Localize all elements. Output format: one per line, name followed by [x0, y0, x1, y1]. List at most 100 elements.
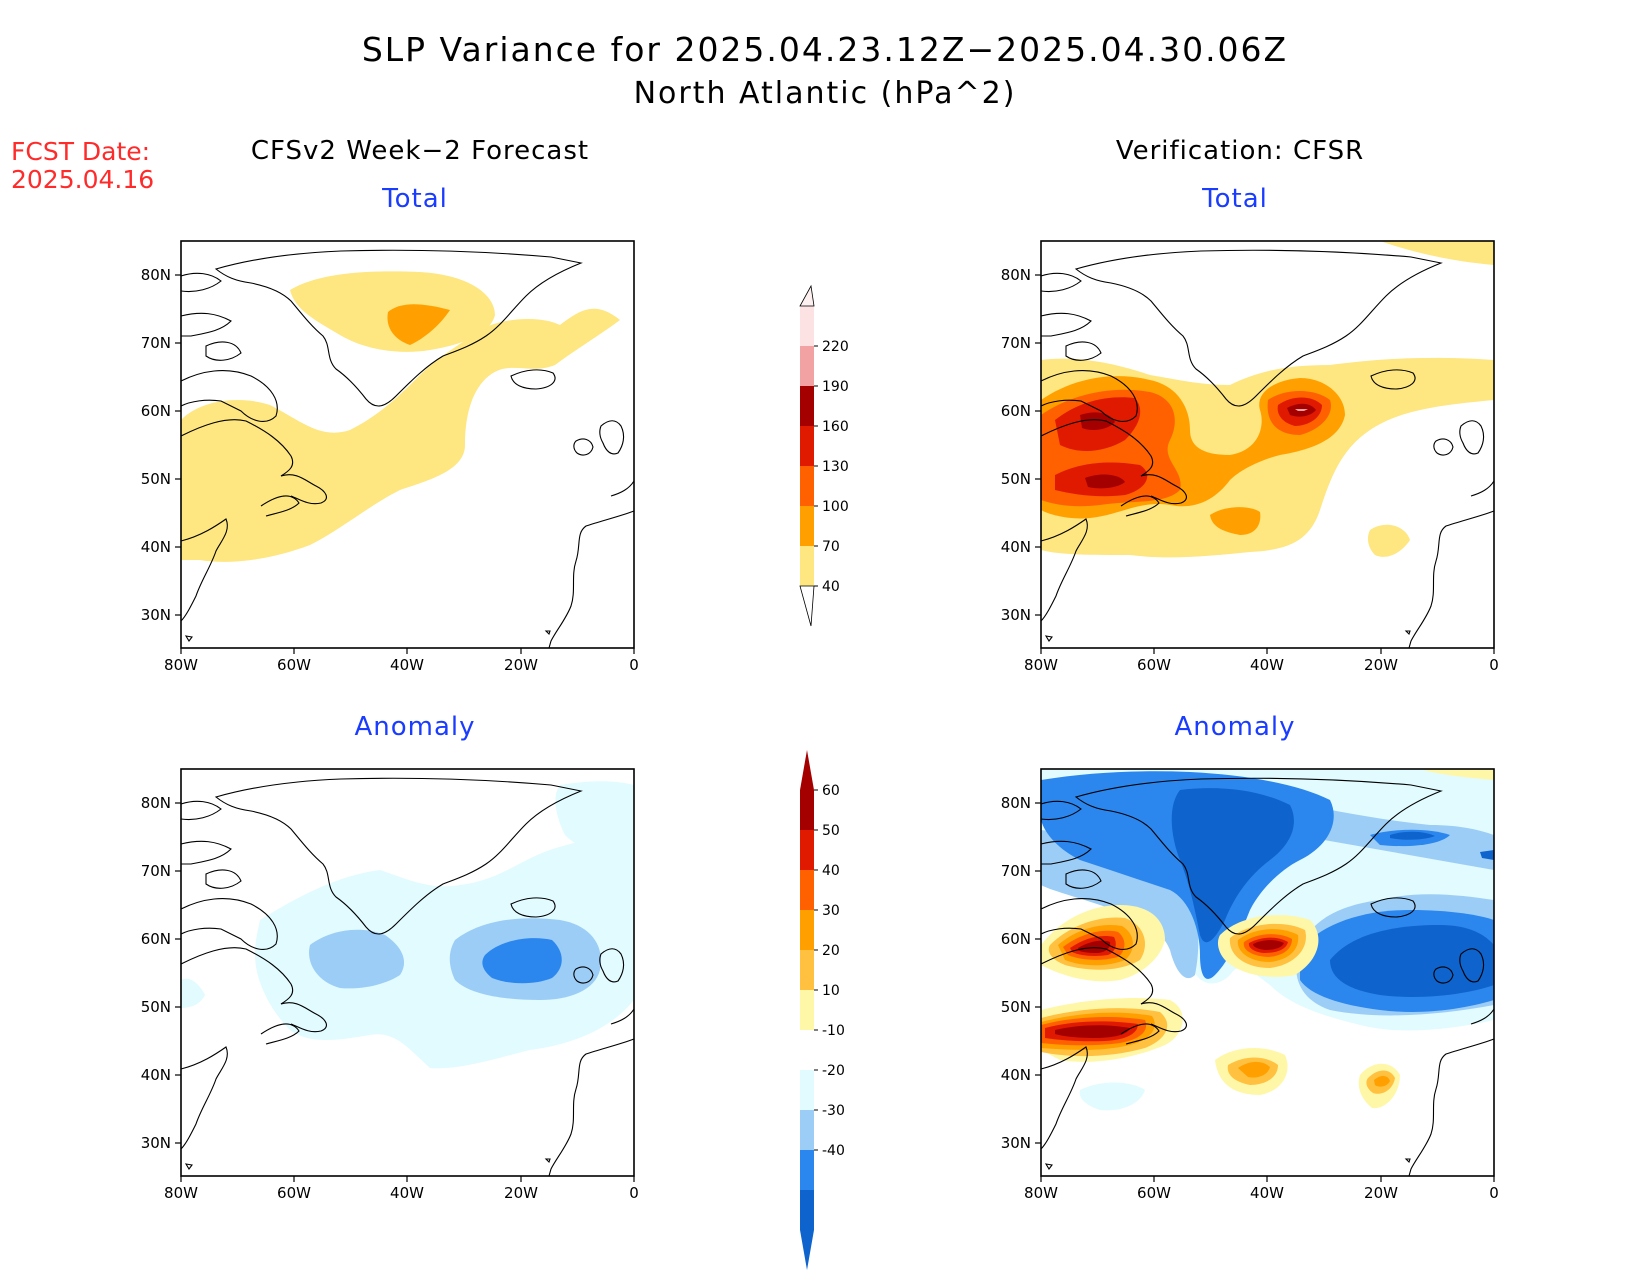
- column-title-forecast: CFSv2 Week−2 Forecast: [250, 136, 590, 166]
- colorbar-tick-label: 70: [822, 539, 840, 555]
- lon-tick-label: 0: [1489, 656, 1499, 674]
- colorbar-tick-label: 100: [822, 499, 849, 515]
- lat-tick-label: 30N: [1001, 606, 1031, 624]
- forecast-date-label: FCST Date:: [11, 137, 151, 166]
- lon-tick-label: 60W: [277, 1184, 311, 1202]
- forecast-date-value: 2025.04.16: [11, 165, 155, 194]
- colorbar-cell: [800, 1150, 814, 1190]
- colorbar-top-arrow: [799, 284, 815, 307]
- panel-title-bottom-left: Anomaly: [354, 712, 476, 742]
- lon-tick-label: 80W: [1024, 656, 1058, 674]
- lon-tick-label: 0: [1489, 1184, 1499, 1202]
- colorbar-bottom-arrow: [800, 1230, 814, 1270]
- lat-tick-label: 80N: [1001, 794, 1031, 812]
- colorbar-tick-label: 60: [822, 783, 840, 799]
- lat-tick-label: 70N: [1001, 334, 1031, 352]
- colorbar-tick-label: 40: [822, 579, 840, 595]
- colorbar-tick-label: 130: [822, 459, 849, 475]
- colorbar-cell: [800, 466, 814, 506]
- colorbar-tick-label: 220: [822, 339, 849, 355]
- colorbar-total: 40 70 100 130 160 190 220: [799, 284, 849, 627]
- lat-tick-label: 60N: [141, 930, 171, 948]
- lat-tick-label: 50N: [141, 470, 171, 488]
- colorbar-cell: [800, 426, 814, 466]
- colorbar-cell: [800, 306, 814, 346]
- colorbar-tick-label: -20: [822, 1063, 845, 1079]
- colorbar-cell: [800, 870, 814, 910]
- colorbar-cell: [800, 1110, 814, 1150]
- colorbar-cell: [800, 1030, 814, 1070]
- map-forecast-total: [180, 240, 635, 649]
- contour-fill-forecast-total: [181, 271, 620, 562]
- lat-tick-label: 80N: [1001, 266, 1031, 284]
- panel-title-bottom-right: Anomaly: [1174, 712, 1296, 742]
- axes-layer: 30N 40N 50N 60N 70N 80N 80W 60W 40W 20W 0 30N 40N 50N…: [141, 266, 1499, 1202]
- colorbar-tick-label: -40: [822, 1143, 845, 1159]
- lat-tick-label: 70N: [1001, 862, 1031, 880]
- lon-tick-label: 60W: [1137, 1184, 1171, 1202]
- lat-tick-label: 80N: [141, 266, 171, 284]
- colorbar-cell: [800, 830, 814, 870]
- colorbar-tick-label: -10: [822, 1023, 845, 1039]
- colorbar-bottom-arrow: [799, 585, 815, 627]
- colorbar-cell: [800, 990, 814, 1030]
- colorbar-tick-label: 50: [822, 823, 840, 839]
- lat-tick-label: 40N: [141, 538, 171, 556]
- colorbar-cell: [800, 506, 814, 546]
- lat-tick-label: 70N: [141, 334, 171, 352]
- lon-tick-label: 40W: [1250, 656, 1284, 674]
- lon-tick-label: 80W: [1024, 1184, 1058, 1202]
- figure-title: SLP Variance for 2025.04.23.12Z−2025.04.…: [361, 30, 1289, 69]
- lon-tick-label: 80W: [164, 1184, 198, 1202]
- colorbar-tick-label: 20: [822, 943, 840, 959]
- colorbar-cell: [800, 1190, 814, 1230]
- lat-tick-label: 30N: [1001, 1134, 1031, 1152]
- lat-tick-label: 40N: [1001, 538, 1031, 556]
- lon-tick-label: 40W: [1250, 1184, 1284, 1202]
- colorbar-top-arrow: [800, 750, 814, 790]
- lon-tick-label: 20W: [504, 1184, 538, 1202]
- lat-tick-label: 70N: [141, 862, 171, 880]
- lat-tick-label: 50N: [1001, 998, 1031, 1016]
- lat-tick-label: 30N: [141, 606, 171, 624]
- lon-tick-label: 40W: [390, 1184, 424, 1202]
- colorbar-cell: [800, 1070, 814, 1110]
- colorbar-cell: [800, 950, 814, 990]
- lat-tick-label: 80N: [141, 794, 171, 812]
- lon-tick-label: 0: [629, 656, 639, 674]
- lat-tick-label: 30N: [141, 1134, 171, 1152]
- colorbar-anomaly: 60 50 40 30 20 10 -10 -20 -30 -40: [800, 750, 845, 1270]
- lat-tick-label: 60N: [141, 402, 171, 420]
- colorbar-tick-label: 190: [822, 379, 849, 395]
- lat-tick-label: 50N: [141, 998, 171, 1016]
- map-verification-anomaly: [1040, 768, 1495, 1177]
- panel-title-top-left: Total: [382, 184, 448, 214]
- colorbar-tick-label: 40: [822, 863, 840, 879]
- lon-tick-label: 0: [629, 1184, 639, 1202]
- lat-tick-label: 50N: [1001, 470, 1031, 488]
- figure-subtitle: North Atlantic (hPa^2): [633, 76, 1017, 111]
- column-title-verification: Verification: CFSR: [1115, 136, 1365, 166]
- contour-fill-verification-total: [1041, 241, 1494, 558]
- lon-tick-label: 60W: [1137, 656, 1171, 674]
- lat-tick-label: 40N: [141, 1066, 171, 1084]
- colorbar-cell: [800, 790, 814, 830]
- lat-tick-label: 60N: [1001, 930, 1031, 948]
- lat-tick-label: 40N: [1001, 1066, 1031, 1084]
- lon-tick-label: 20W: [1364, 1184, 1398, 1202]
- colorbar-cell: [800, 546, 814, 586]
- colorbar-tick-label: 160: [822, 419, 849, 435]
- map-verification-total: [1040, 240, 1495, 649]
- colorbar-cell: [800, 346, 814, 386]
- colorbar-cell: [800, 910, 814, 950]
- panel-title-top-right: Total: [1202, 184, 1268, 214]
- lon-tick-label: 40W: [390, 656, 424, 674]
- colorbar-tick-label: -30: [822, 1103, 845, 1119]
- lon-tick-label: 20W: [504, 656, 538, 674]
- forecast-date-block: FCST Date: 2025.04.16: [11, 138, 154, 194]
- lon-tick-label: 20W: [1364, 656, 1398, 674]
- colorbar-cell: [800, 386, 814, 426]
- lon-tick-label: 80W: [164, 656, 198, 674]
- lon-tick-label: 60W: [277, 656, 311, 674]
